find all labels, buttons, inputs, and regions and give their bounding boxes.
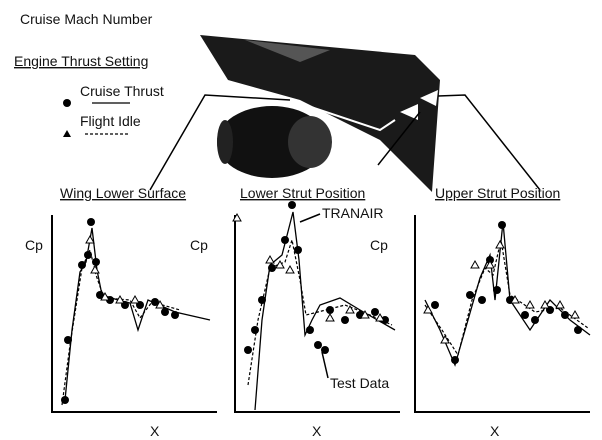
test-point-cruise (78, 261, 86, 269)
test-point-idle (424, 306, 432, 313)
test-point-idle (266, 256, 274, 263)
legend-triangle (63, 130, 71, 137)
x-axis-label: X (150, 423, 160, 439)
test-point-cruise (244, 346, 252, 354)
test-point-cruise (306, 326, 314, 334)
panel-title: Wing Lower Surface (60, 185, 186, 201)
y-axis-label: Cp (370, 237, 388, 253)
test-point-cruise (493, 286, 501, 294)
test-point-cruise (288, 201, 296, 209)
curve-cruise (425, 222, 590, 365)
test-point-cruise (87, 218, 95, 226)
test-point-cruise (478, 296, 486, 304)
test-point-cruise (431, 301, 439, 309)
test-point-cruise (84, 251, 92, 259)
test-point-cruise (574, 326, 582, 334)
test-point-cruise (561, 311, 569, 319)
test-point-cruise (314, 341, 322, 349)
test-point-cruise (466, 291, 474, 299)
test-point-idle (91, 266, 99, 273)
x-axis-label: X (490, 423, 500, 439)
panel-title: Lower Strut Position (240, 185, 365, 201)
test-point-cruise (371, 308, 379, 316)
test-point-cruise (294, 246, 302, 254)
legend-title: Engine Thrust Setting (14, 53, 148, 69)
test-point-cruise (268, 264, 276, 272)
test-point-cruise (451, 356, 459, 364)
legend-item: Flight Idle (80, 113, 141, 129)
test-point-cruise (326, 306, 334, 314)
test-point-idle (346, 306, 354, 313)
test-point-idle (471, 261, 479, 268)
test-point-idle (496, 241, 504, 248)
aircraft-illustration (200, 35, 440, 192)
test-point-idle (571, 311, 579, 318)
test-point-cruise (64, 336, 72, 344)
panel-title: Upper Strut Position (435, 185, 560, 201)
annotation: TRANAIR (322, 205, 383, 221)
test-point-cruise (531, 316, 539, 324)
test-point-cruise (498, 221, 506, 229)
legend-item: Cruise Thrust (80, 83, 164, 99)
test-point-cruise (251, 326, 259, 334)
x-axis-label: X (312, 423, 322, 439)
test-point-idle (541, 301, 549, 308)
test-point-cruise (281, 236, 289, 244)
test-point-cruise (341, 316, 349, 324)
test-point-cruise (521, 311, 529, 319)
test-point-idle (326, 314, 334, 321)
test-point-idle (526, 301, 534, 308)
title: Cruise Mach Number (20, 11, 153, 27)
annotation-arrow (300, 214, 320, 222)
annotation: Test Data (330, 375, 389, 391)
test-point-cruise (258, 296, 266, 304)
annotation-arrow (322, 352, 328, 378)
y-axis-label: Cp (190, 237, 208, 253)
test-point-cruise (171, 311, 179, 319)
test-point-idle (286, 266, 294, 273)
test-point-cruise (61, 396, 69, 404)
test-point-idle (556, 301, 564, 308)
test-point-cruise (161, 308, 169, 316)
legend-dot (63, 99, 71, 107)
test-point-cruise (92, 258, 100, 266)
figure: Cruise Mach Number Engine Thrust Setting… (0, 0, 602, 440)
y-axis-label: Cp (25, 237, 43, 253)
test-point-idle (131, 296, 139, 303)
